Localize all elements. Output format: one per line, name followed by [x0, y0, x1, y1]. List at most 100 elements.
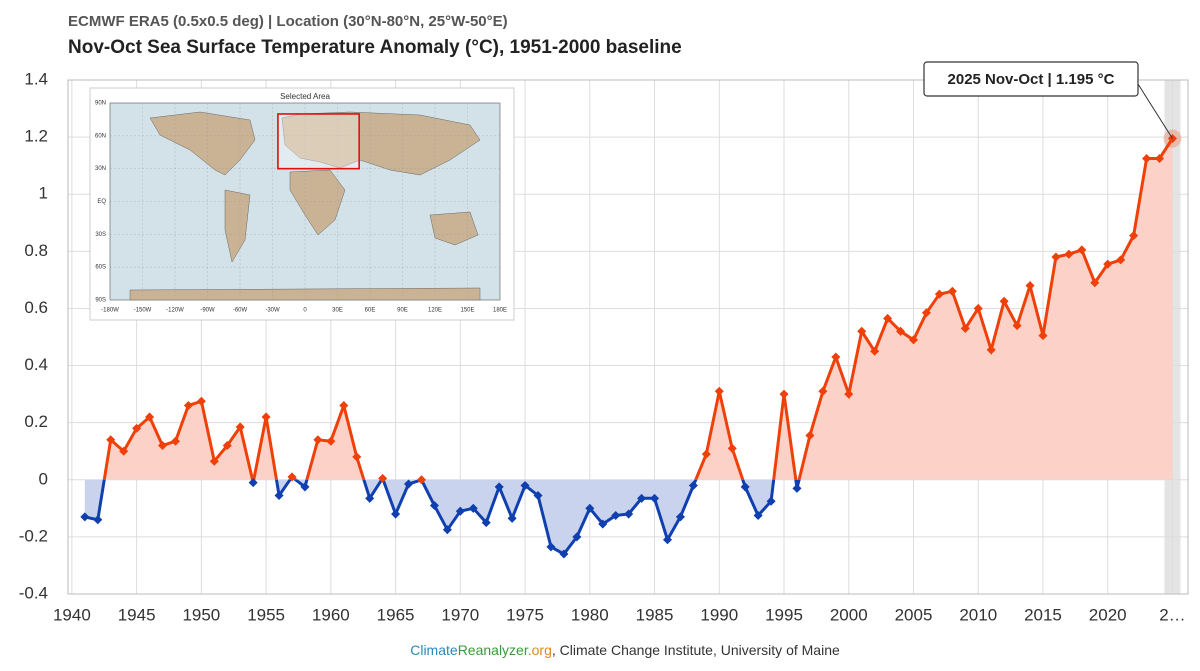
point: [533, 490, 543, 501]
chart-title: Nov-Oct Sea Surface Temperature Anomaly …: [68, 37, 682, 58]
x-tick-label: 2000: [830, 605, 868, 624]
annotation: 2025 Nov-Oct | 1.195 °C: [923, 61, 1173, 139]
area-positive: [104, 138, 1173, 480]
inset-lon-label: 120E: [428, 308, 442, 314]
inset-lat-label: 90N: [95, 101, 106, 107]
x-tick-label: 2005: [895, 605, 933, 624]
plot-frame: [67, 79, 1189, 595]
point: [960, 323, 970, 333]
point: [455, 506, 465, 516]
area-negative: [84, 479, 1173, 554]
point: [132, 423, 142, 433]
y-tick-label: 0: [39, 469, 48, 488]
point: [106, 435, 116, 445]
x-tick-label: 2020: [1089, 605, 1127, 624]
inset-lon-label: 60E: [365, 308, 376, 314]
point: [624, 509, 634, 519]
point: [183, 401, 193, 411]
point: [507, 513, 517, 523]
y-tick-label: -0.2: [19, 526, 48, 545]
point: [145, 412, 155, 422]
y-tick-label: 1: [39, 184, 48, 203]
point: [339, 401, 349, 411]
point: [934, 289, 944, 299]
source-part: Climate: [410, 642, 458, 658]
tooltip-box: [923, 61, 1139, 97]
inset-lat-label: 30S: [95, 232, 106, 238]
inset-lat-label: 60S: [95, 265, 106, 271]
x-tick-label: 1995: [765, 605, 803, 624]
x-tick-label: 1940: [53, 605, 91, 624]
point: [999, 296, 1009, 306]
point: [675, 512, 685, 522]
inset-lon-label: -180W: [101, 308, 119, 314]
x-tick-label: 1960: [312, 605, 350, 624]
plot: [80, 129, 1182, 559]
leader-line: [1137, 83, 1173, 139]
x-tick-label: 2…: [1159, 605, 1185, 624]
inset-lon-label: 180E: [493, 308, 507, 314]
point: [598, 519, 608, 529]
x-tick-label: 1965: [377, 605, 415, 624]
y-tick-label: -0.4: [19, 583, 48, 602]
point: [792, 483, 802, 493]
y-tick-label: 0.6: [24, 298, 48, 317]
point: [481, 518, 491, 528]
point: [209, 456, 219, 466]
point: [857, 326, 867, 336]
x-tick-label: 1945: [118, 605, 156, 624]
x-tick-label: 1955: [247, 605, 285, 624]
point: [391, 509, 401, 519]
inset-lat-label: EQ: [97, 199, 106, 205]
y-tick-label: 0.2: [24, 412, 48, 431]
inset-lon-label: -150W: [134, 308, 152, 314]
point: [805, 430, 815, 441]
point: [1064, 249, 1074, 259]
inset-lon-label: 90E: [397, 308, 408, 314]
point: [947, 286, 957, 296]
source-part: .org: [528, 642, 552, 658]
y-tick-label: 0.8: [24, 241, 48, 260]
inset-lat-label: 60N: [95, 133, 106, 139]
point: [261, 412, 271, 422]
point: [1025, 281, 1035, 291]
point: [222, 440, 232, 451]
point: [740, 482, 750, 492]
point: [572, 532, 582, 542]
x-tick-label: 1980: [571, 605, 609, 624]
inset-lat-label: 30N: [95, 166, 106, 172]
inset-lat-label: 90S: [95, 298, 106, 304]
point: [753, 510, 763, 520]
chart-subtitle: ECMWF ERA5 (0.5x0.5 deg) | Location (30°…: [68, 13, 508, 30]
point: [896, 326, 906, 336]
point: [546, 542, 556, 552]
y-tick-label: 0.4: [24, 355, 48, 374]
x-tick-label: 1985: [636, 605, 674, 624]
x-tick-label: 1970: [441, 605, 479, 624]
land: [129, 111, 481, 301]
y-tick-label: 1.2: [24, 127, 48, 146]
x-tick-label: 2015: [1024, 605, 1062, 624]
point: [442, 525, 452, 535]
point: [870, 346, 880, 356]
inset-lon-label: 0: [303, 308, 307, 314]
point: [157, 440, 168, 451]
point: [235, 422, 245, 432]
point: [248, 478, 258, 488]
point: [170, 436, 180, 446]
source-part: Reanalyzer: [458, 642, 529, 658]
point: [908, 335, 919, 345]
inset-lon-label: -120W: [166, 308, 184, 314]
x-tick-label: 1950: [182, 605, 220, 624]
point: [611, 510, 621, 520]
point: [196, 396, 206, 406]
inset-lon-label: -30W: [265, 308, 280, 314]
source: ClimateReanalyzer.org, Climate Change In…: [410, 642, 840, 658]
map-inset: Selected Area 90N 60N 30N EQ 30S 60S 90S -180W -1…: [89, 87, 515, 321]
inset-lon-label: -60W: [233, 308, 248, 314]
inset-lon-label: -90W: [200, 308, 215, 314]
inset-lon-label: 150E: [460, 308, 474, 314]
point: [662, 535, 673, 545]
source-part: , Climate Change Institute, University o…: [552, 642, 840, 658]
